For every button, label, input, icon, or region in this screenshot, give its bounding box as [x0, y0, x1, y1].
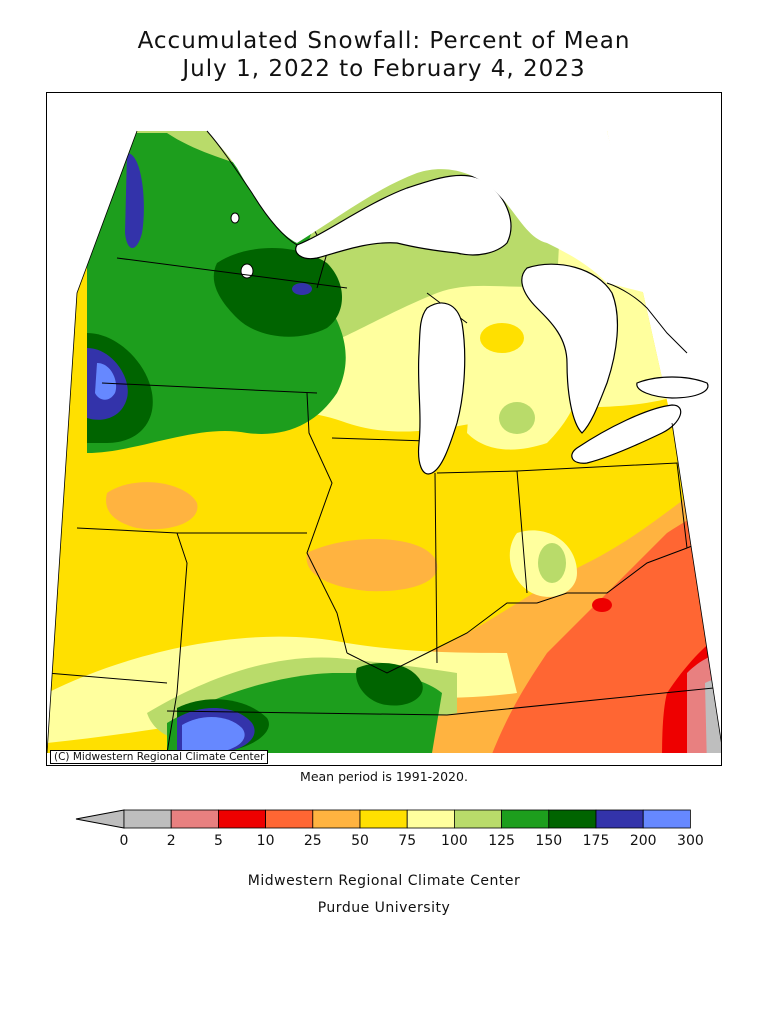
canada-land — [207, 131, 647, 293]
color-legend: 0 2 5 10 25 50 75 100 125 150 175 200 300 — [75, 809, 704, 849]
legend-tick-label: 75 — [398, 833, 416, 849]
map-subtitle: July 1, 2022 to February 4, 2023 — [182, 56, 586, 82]
great-lakes — [295, 174, 709, 475]
snowfall-map — [47, 130, 721, 754]
footer-university: Purdue University — [317, 900, 451, 916]
legend-tick-label: 150 — [535, 833, 562, 849]
lake-superior — [295, 174, 512, 260]
legend-tick-label: 50 — [351, 833, 369, 849]
region-100-125-oh — [538, 543, 566, 583]
legend-swatch-10 — [595, 809, 644, 829]
region-150-175-south — [356, 663, 423, 706]
legend-swatch-3 — [265, 809, 314, 829]
lake-huron — [521, 263, 619, 434]
state-borders — [47, 162, 721, 753]
legend-arrow — [75, 809, 125, 829]
map-panel — [46, 92, 722, 766]
legend-tick-label: 0 — [120, 833, 129, 849]
legend-swatch-8 — [501, 809, 550, 829]
legend-tick-label: 300 — [677, 833, 704, 849]
legend-tick-label: 175 — [583, 833, 610, 849]
region-175-200-nw — [125, 153, 144, 248]
legend-swatch-11 — [642, 809, 691, 829]
region-200-300-west — [95, 363, 117, 400]
region-100-125-michigan — [499, 402, 535, 434]
domain-edge — [47, 130, 721, 754]
legend-swatch-9 — [548, 809, 597, 829]
region-50-75-michigan — [480, 323, 524, 353]
legend-tick-label: 200 — [630, 833, 657, 849]
legend-tick-label: 10 — [257, 833, 275, 849]
legend-tick-label: 125 — [488, 833, 515, 849]
legend-swatch-1 — [170, 809, 219, 829]
lake-erie — [571, 404, 682, 464]
legend-swatch-0 — [123, 809, 172, 829]
region-175-200-wi — [292, 283, 312, 295]
footer-organization: Midwestern Regional Climate Center — [247, 873, 521, 889]
copyright-credit: (C) Midwestern Regional Climate Center — [50, 750, 269, 764]
legend-swatch-4 — [312, 809, 361, 829]
region-25-50-il — [306, 539, 438, 592]
legend-tick-label: 2 — [167, 833, 176, 849]
legend-swatch-7 — [453, 809, 502, 829]
coastlines — [206, 130, 688, 354]
legend-tick-label: 25 — [304, 833, 322, 849]
legend-tick-label: 100 — [441, 833, 468, 849]
region-10-25-southeast — [487, 493, 721, 753]
region-25-50-central — [106, 482, 198, 530]
region-200-300-southwest — [182, 717, 245, 753]
legend-tick-label: 5 — [214, 833, 223, 849]
legend-swatch-5 — [359, 809, 408, 829]
map-title: Accumulated Snowfall: Percent of Mean — [137, 28, 631, 54]
lake-michigan — [417, 302, 466, 475]
lake-ontario — [636, 376, 709, 399]
mean-period-note: Mean period is 1991-2020. — [300, 769, 468, 784]
region-5-10-oh — [592, 598, 612, 612]
legend-swatch-6 — [406, 809, 455, 829]
lake-mn-2 — [230, 212, 240, 224]
legend-swatch-2 — [217, 809, 266, 829]
